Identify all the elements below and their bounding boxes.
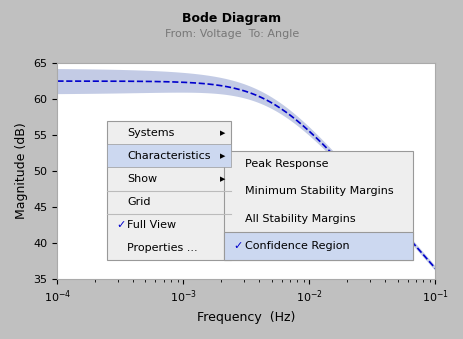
Text: From: Voltage  To: Angle: From: Voltage To: Angle bbox=[164, 29, 299, 39]
Text: Properties ...: Properties ... bbox=[127, 243, 198, 253]
Text: Characteristics: Characteristics bbox=[127, 151, 210, 161]
Bar bbox=[106, 121, 231, 260]
Bar bbox=[106, 144, 231, 167]
Text: Bode Diagram: Bode Diagram bbox=[182, 12, 281, 25]
Text: Peak Response: Peak Response bbox=[244, 159, 327, 169]
Text: Minimum Stability Margins: Minimum Stability Margins bbox=[244, 186, 392, 197]
Bar bbox=[223, 151, 412, 260]
Text: ✓: ✓ bbox=[116, 220, 125, 230]
Text: Confidence Region: Confidence Region bbox=[244, 241, 349, 251]
Text: Full View: Full View bbox=[127, 220, 176, 230]
Bar bbox=[223, 233, 412, 260]
Text: ✓: ✓ bbox=[233, 241, 242, 251]
Text: Grid: Grid bbox=[127, 197, 150, 207]
X-axis label: Frequency  (Hz): Frequency (Hz) bbox=[197, 311, 295, 324]
Text: ▶: ▶ bbox=[220, 153, 225, 159]
Y-axis label: Magnitude (dB): Magnitude (dB) bbox=[15, 123, 28, 219]
Text: ▶: ▶ bbox=[220, 130, 225, 136]
Text: Show: Show bbox=[127, 174, 157, 184]
Text: Systems: Systems bbox=[127, 128, 175, 138]
Text: ▶: ▶ bbox=[220, 176, 225, 182]
Text: All Stability Margins: All Stability Margins bbox=[244, 214, 354, 224]
